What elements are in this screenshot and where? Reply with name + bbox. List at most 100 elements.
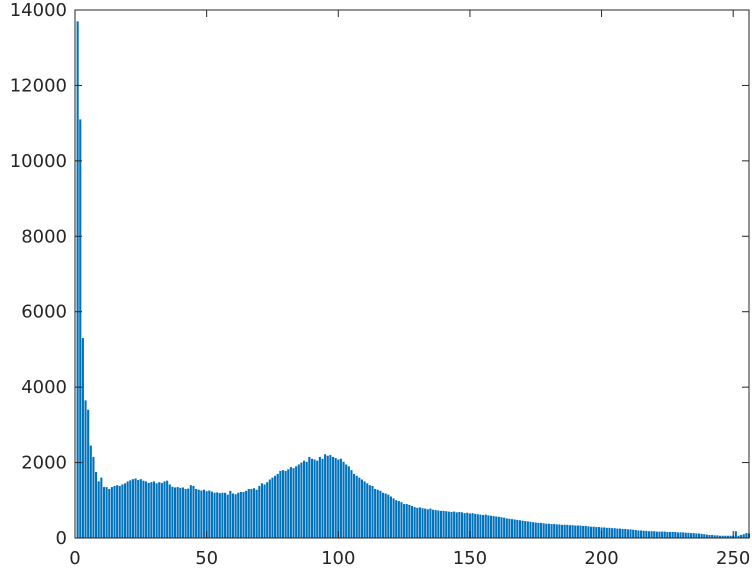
histogram-bar [274, 475, 277, 538]
y-tick-label: 8000 [21, 226, 67, 247]
histogram-bar [287, 469, 290, 538]
histogram-bar [539, 522, 543, 538]
y-tick-label: 10000 [10, 151, 67, 172]
histogram-bar [708, 534, 711, 538]
histogram-bar [595, 527, 598, 538]
histogram-bar [384, 493, 387, 538]
histogram-bar [418, 507, 421, 538]
histogram-bar [737, 535, 740, 538]
histogram-bar [392, 498, 395, 538]
histogram-bar [326, 455, 329, 538]
histogram-bar [295, 466, 298, 538]
histogram-bar [350, 470, 353, 538]
histogram-bar [718, 535, 722, 538]
histogram-bar [697, 533, 701, 538]
histogram-bar [613, 528, 616, 538]
histogram-bar [116, 485, 119, 538]
histogram-bar [621, 528, 624, 538]
histogram-bar [534, 522, 537, 538]
histogram-bar [403, 504, 406, 538]
histogram-bar [555, 524, 558, 538]
histogram-bar [558, 524, 561, 538]
histogram-bar [258, 485, 261, 538]
histogram-bar [742, 534, 745, 538]
histogram-bar [100, 477, 103, 538]
histogram-bar [692, 533, 695, 538]
histogram-bar [553, 524, 556, 538]
histogram-bar [474, 513, 477, 538]
histogram-bar [168, 484, 171, 538]
histogram-bar [682, 532, 685, 538]
histogram-bar [647, 531, 651, 538]
histogram-bar [542, 523, 545, 538]
histogram-bar [460, 512, 464, 538]
histogram-bar [97, 481, 100, 538]
histogram-bar [616, 528, 619, 538]
histogram-bar [252, 488, 256, 538]
x-tick-label: 100 [321, 548, 355, 569]
histogram-bar [434, 510, 437, 538]
histogram-bar [255, 489, 258, 538]
histogram-bar [745, 533, 748, 538]
histogram-bar [408, 504, 411, 538]
histogram-bar [468, 513, 471, 538]
histogram-bar [687, 532, 690, 538]
histogram-bar [684, 532, 687, 538]
histogram-bar [463, 513, 466, 538]
histogram-bar [152, 481, 156, 538]
histogram-bar [305, 461, 308, 538]
histogram-bar [734, 531, 737, 538]
x-tick-label: 50 [195, 548, 218, 569]
histogram-bar [192, 485, 195, 538]
histogram-bar [576, 525, 579, 538]
histogram-bar [479, 514, 482, 538]
histogram-bar [366, 483, 369, 538]
histogram-bar [676, 532, 679, 538]
histogram-bar [626, 529, 629, 538]
histogram-bar [726, 535, 729, 538]
histogram-bar [329, 455, 332, 538]
histogram-bar [118, 485, 121, 538]
histogram-bar [242, 491, 245, 538]
histogram-bar [189, 485, 192, 538]
histogram-bar [634, 530, 637, 538]
histogram-bar [500, 517, 503, 538]
histogram-bar [421, 508, 424, 538]
histogram-bar [387, 494, 390, 538]
histogram-bar [237, 492, 240, 538]
histogram-bar [276, 473, 279, 538]
histogram-bar [134, 478, 137, 538]
histogram-bar [711, 534, 714, 538]
histogram-bar [495, 516, 498, 538]
histogram-bar [92, 456, 95, 538]
histogram-bar [213, 492, 216, 538]
x-tick-label: 0 [69, 548, 80, 569]
histogram-bar [145, 481, 148, 538]
histogram-bar [395, 500, 398, 538]
histogram-bar [218, 493, 221, 538]
histogram-bar [505, 518, 508, 538]
histogram-bar [447, 511, 450, 538]
histogram-bar [442, 510, 445, 538]
histogram-bar [561, 524, 564, 538]
histogram-bar [597, 527, 600, 538]
histogram-bar [571, 525, 574, 538]
histogram-bar [247, 488, 250, 538]
histogram-bar [497, 516, 500, 538]
histogram-bar [503, 517, 506, 538]
histogram-bar [121, 484, 124, 538]
histogram-bar [110, 487, 113, 538]
y-tick-label: 6000 [21, 302, 67, 323]
histogram-bar [439, 510, 443, 538]
histogram-bar [84, 400, 87, 538]
histogram-bar [532, 522, 535, 538]
histogram-bar [584, 525, 587, 538]
histogram-bar [284, 470, 287, 538]
histogram-bar [263, 484, 266, 538]
histogram-bar [166, 480, 169, 538]
histogram-bar [518, 520, 521, 538]
histogram-bar [642, 530, 645, 538]
histogram-bar [95, 472, 98, 538]
histogram-bar [195, 488, 198, 538]
histogram-bar [471, 513, 474, 538]
